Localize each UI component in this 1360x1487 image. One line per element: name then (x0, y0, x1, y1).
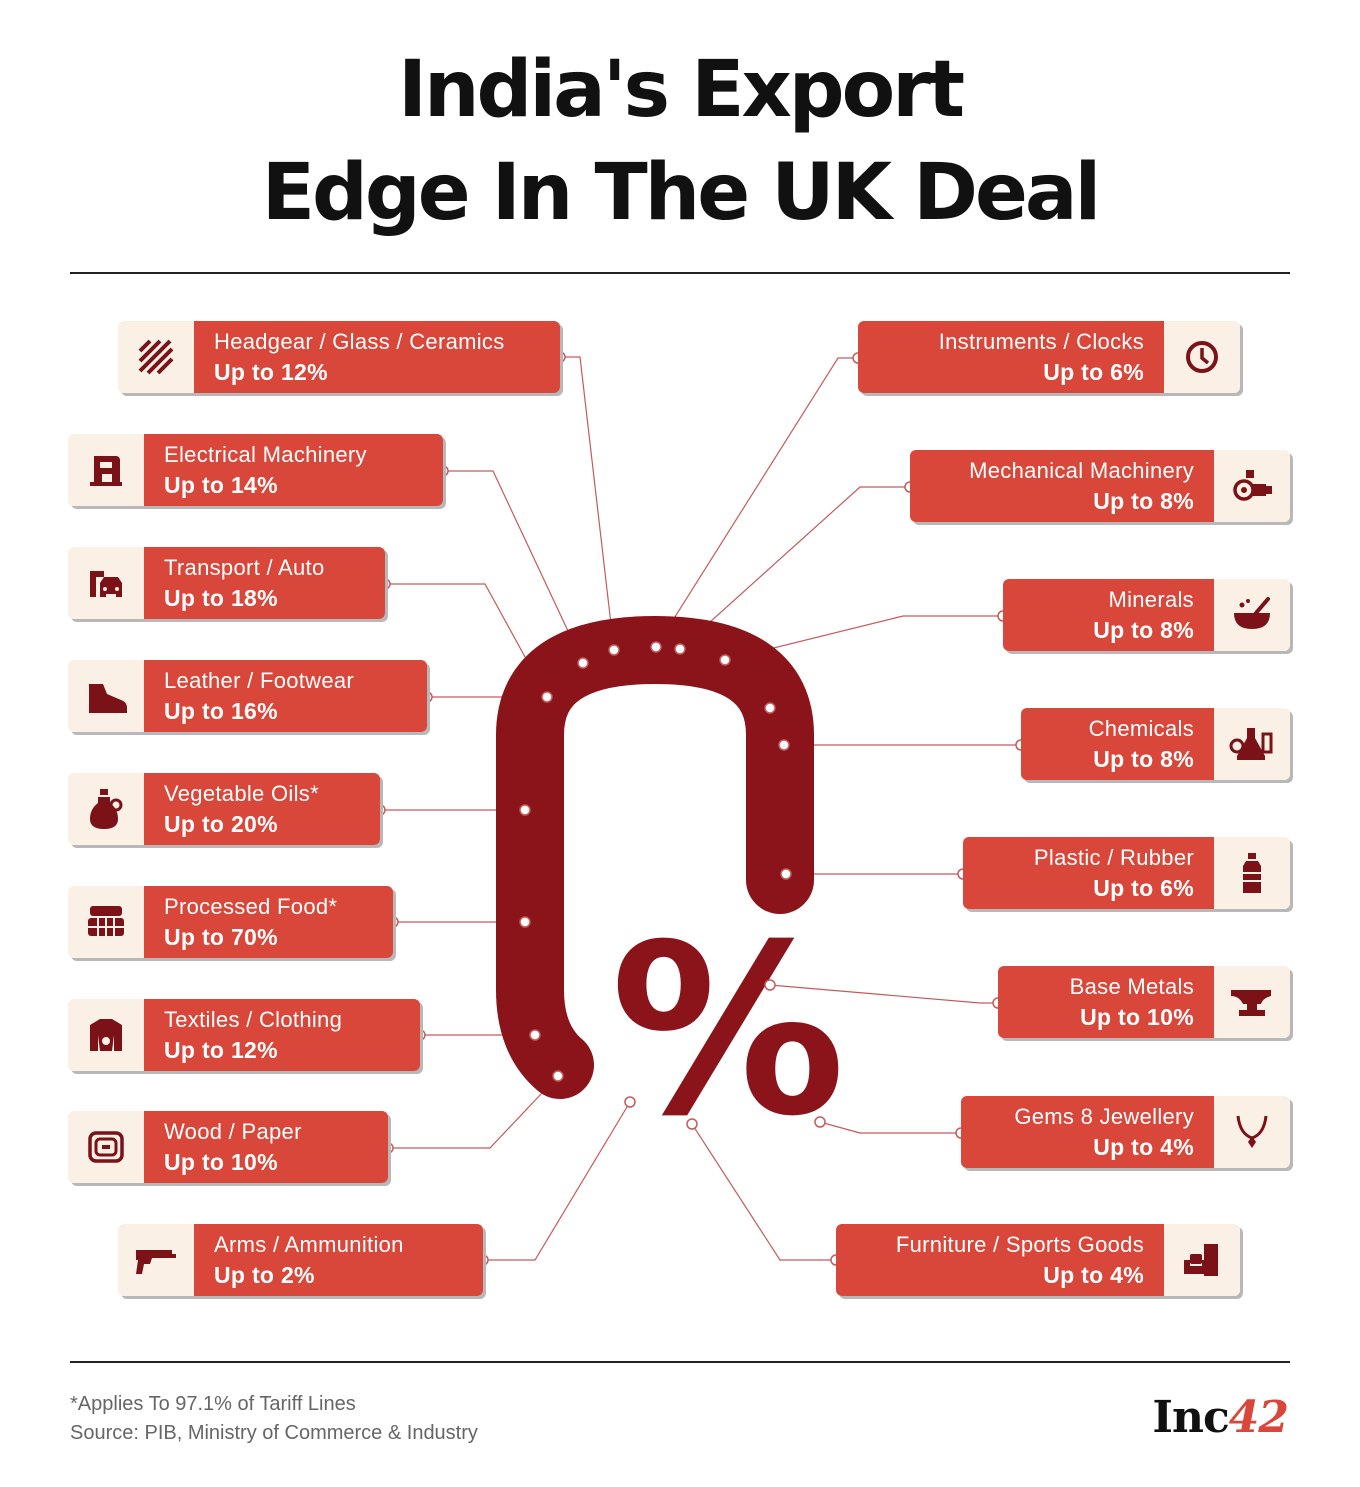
anvil-icon (1214, 966, 1290, 1038)
category-tariff: Up to 8% (1093, 746, 1194, 772)
mortar-pestle-icon (1214, 579, 1290, 651)
category-card-base-metals: Base Metals Up to 10% (998, 966, 1290, 1038)
motor-icon (1214, 450, 1290, 522)
tiles-icon (118, 321, 194, 393)
category-tariff: Up to 8% (1093, 488, 1194, 514)
category-name: Leather / Footwear (164, 668, 355, 693)
category-card-plastic: Plastic / Rubber Up to 6% (963, 837, 1290, 909)
oil-jug-icon (68, 773, 144, 845)
category-name: Electrical Machinery (164, 442, 367, 467)
category-tariff: Up to 16% (164, 698, 278, 724)
category-name: Processed Food* (164, 894, 338, 919)
source-line: Source: PIB, Ministry of Commerce & Indu… (70, 1422, 478, 1444)
category-card-leather: Leather / Footwear Up to 16% (68, 660, 427, 732)
category-card-instruments: Instruments / Clocks Up to 6% (858, 321, 1240, 393)
necklace-icon (1214, 1096, 1290, 1168)
category-name: Plastic / Rubber (1033, 845, 1194, 870)
food-box-icon (68, 886, 144, 958)
category-card-furniture: Furniture / Sports Goods Up to 4% (836, 1224, 1240, 1296)
category-card-headgear: Headgear / Glass / Ceramics Up to 12% (118, 321, 560, 393)
category-card-wood: Wood / Paper Up to 10% (68, 1111, 388, 1183)
footnote: *Applies To 97.1% of Tariff Lines (70, 1393, 356, 1415)
category-tariff: Up to 4% (1093, 1134, 1194, 1160)
category-tariff: Up to 12% (164, 1037, 278, 1063)
category-card-mechanical: Mechanical Machinery Up to 8% (910, 450, 1290, 522)
category-name: Gems 8 Jewellery (1014, 1104, 1194, 1129)
category-card-processed-food: Processed Food* Up to 70% (68, 886, 393, 958)
category-tariff: Up to 6% (1043, 359, 1144, 385)
category-name: Base Metals (1069, 974, 1194, 999)
bottom-divider (70, 1361, 1290, 1363)
page-title-line-1: India's Export (398, 45, 965, 135)
logo-number: 42 (1228, 1392, 1289, 1443)
category-name: Transport / Auto (164, 555, 325, 580)
logo-text: Inc (1152, 1392, 1229, 1443)
category-tariff: Up to 8% (1093, 617, 1194, 643)
category-card-gems: Gems 8 Jewellery Up to 4% (961, 1096, 1290, 1168)
category-card-electrical: Electrical Machinery Up to 14% (68, 434, 443, 506)
category-name: Minerals (1108, 587, 1194, 612)
category-name: Furniture / Sports Goods (895, 1232, 1144, 1257)
category-card-minerals: Minerals Up to 8% (1003, 579, 1290, 651)
category-card-arms: Arms / Ammunition Up to 2% (118, 1224, 483, 1296)
category-tariff: Up to 14% (164, 472, 278, 498)
category-tariff: Up to 6% (1093, 875, 1194, 901)
jacket-icon (68, 999, 144, 1071)
category-name: Wood / Paper (164, 1119, 302, 1144)
category-card-textiles: Textiles / Clothing Up to 12% (68, 999, 420, 1071)
category-tariff: Up to 2% (214, 1262, 315, 1288)
gun-icon (118, 1224, 194, 1296)
category-card-transport: Transport / Auto Up to 18% (68, 547, 385, 619)
category-tariff: Up to 12% (214, 359, 328, 385)
clock-icon (1164, 321, 1240, 393)
wood-log-icon (68, 1111, 144, 1183)
sewing-machine-icon (68, 434, 144, 506)
inc42-logo: Inc42 (1152, 1392, 1289, 1443)
category-card-chemicals: Chemicals Up to 8% (1021, 708, 1290, 780)
category-tariff: Up to 10% (164, 1149, 278, 1175)
category-tariff: Up to 20% (164, 811, 278, 837)
page-title-line-2: Edge In The UK Deal (261, 148, 1101, 238)
category-name: Textiles / Clothing (164, 1007, 343, 1032)
category-name: Mechanical Machinery (969, 458, 1194, 483)
category-name: Arms / Ammunition (214, 1232, 404, 1257)
category-tariff: Up to 4% (1043, 1262, 1144, 1288)
category-tariff: Up to 10% (1080, 1004, 1194, 1030)
percent-sign: % (610, 895, 845, 1168)
category-name: Vegetable Oils* (164, 781, 319, 806)
category-name: Instruments / Clocks (938, 329, 1144, 354)
flask-icon (1214, 708, 1290, 780)
category-name: Chemicals (1088, 716, 1194, 741)
car-icon (68, 547, 144, 619)
armchair-icon (1164, 1224, 1240, 1296)
top-divider (70, 272, 1290, 274)
category-tariff: Up to 18% (164, 585, 278, 611)
shoe-icon (68, 660, 144, 732)
zero-value: 0 (0, 0, 1, 1)
bottle-icon (1214, 837, 1290, 909)
category-name: Headgear / Glass / Ceramics (214, 329, 505, 354)
category-card-vegetable-oils: Vegetable Oils* Up to 20% (68, 773, 380, 845)
category-tariff: Up to 70% (164, 924, 278, 950)
